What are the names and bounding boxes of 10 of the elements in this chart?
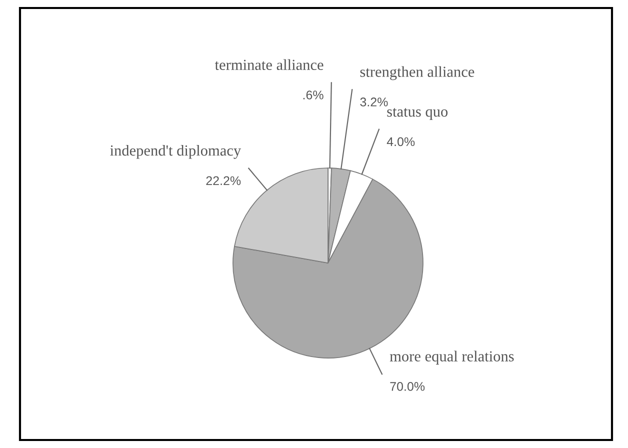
slice-label: terminate alliance <box>214 59 324 70</box>
data-label: 22.2% <box>206 176 241 186</box>
slice-label: status quo <box>387 108 448 120</box>
data-label: 70.0% <box>390 382 425 391</box>
data-label: 4.0% <box>386 137 415 146</box>
slice-label: more equal relations <box>390 350 514 365</box>
slice-label: strengthen alliance <box>360 66 474 80</box>
data-label: 3.2% <box>360 98 388 106</box>
data-label: .6% <box>303 90 324 100</box>
slice-label: independ't diplomacy <box>110 144 242 159</box>
